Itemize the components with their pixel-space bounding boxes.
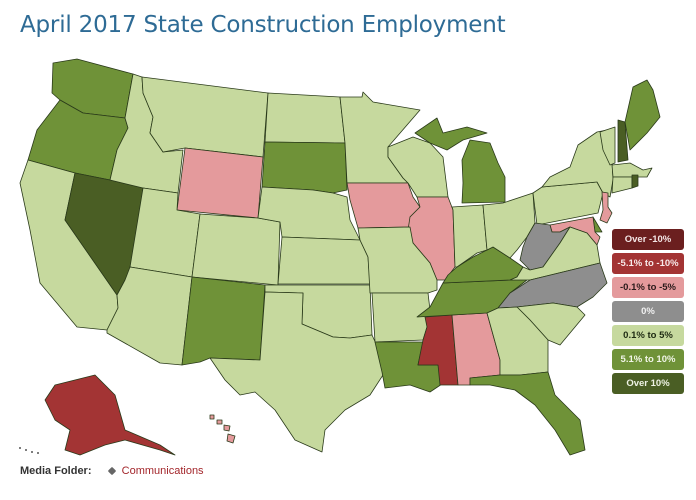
aleutian-island: [25, 449, 27, 451]
legend-item-neg0-neg5: -0.1% to -5%: [612, 277, 684, 298]
state-oh: [482, 192, 536, 259]
state-sd: [261, 141, 348, 194]
state-hi: [226, 433, 236, 444]
state-hi: [216, 419, 223, 425]
state-ga: [486, 306, 549, 376]
state-nh: [617, 119, 629, 163]
state-co: [191, 213, 281, 286]
tag-icon: [107, 466, 116, 476]
state-mi-up: [414, 117, 488, 151]
state-mi: [461, 139, 506, 204]
legend-item-over-neg10: Over -10%: [612, 229, 684, 250]
state-hi: [223, 424, 231, 432]
state-ar: [371, 292, 431, 343]
state-nj: [599, 191, 613, 224]
communications-link[interactable]: Communications: [121, 465, 204, 477]
state-ks: [277, 236, 371, 285]
state-mt: [141, 76, 269, 158]
state-ri: [631, 174, 639, 189]
state-va: [509, 226, 601, 281]
legend-item-neg5-neg10: -5.1% to -10%: [612, 253, 684, 274]
aleutian-island: [19, 447, 21, 449]
legend-item-over-10: Over 10%: [612, 373, 684, 394]
aleutian-island: [37, 452, 39, 454]
legend: Over -10% -5.1% to -10% -0.1% to -5% 0% …: [612, 229, 684, 397]
state-nm: [181, 276, 266, 366]
state-hi: [209, 414, 215, 420]
state-nd: [264, 92, 346, 144]
page-title: April 2017 State Construction Employment: [20, 12, 506, 38]
legend-item-pos0-5: 0.1% to 5%: [612, 325, 684, 346]
state-fl: [469, 371, 586, 456]
state-tx: [209, 291, 384, 453]
state-mo: [357, 226, 438, 294]
state-vt: [599, 126, 616, 166]
legend-item-zero: 0%: [612, 301, 684, 322]
media-folder-label: Media Folder:: [20, 465, 92, 477]
legend-item-pos5-10: 5.1% to 10%: [612, 349, 684, 370]
state-ne: [257, 186, 361, 241]
state-me: [624, 79, 661, 151]
state-ak: [44, 374, 176, 456]
state-ct: [611, 176, 633, 194]
footer: Media Folder: Communications: [20, 465, 204, 477]
aleutian-island: [31, 451, 33, 453]
state-wy: [176, 147, 264, 219]
